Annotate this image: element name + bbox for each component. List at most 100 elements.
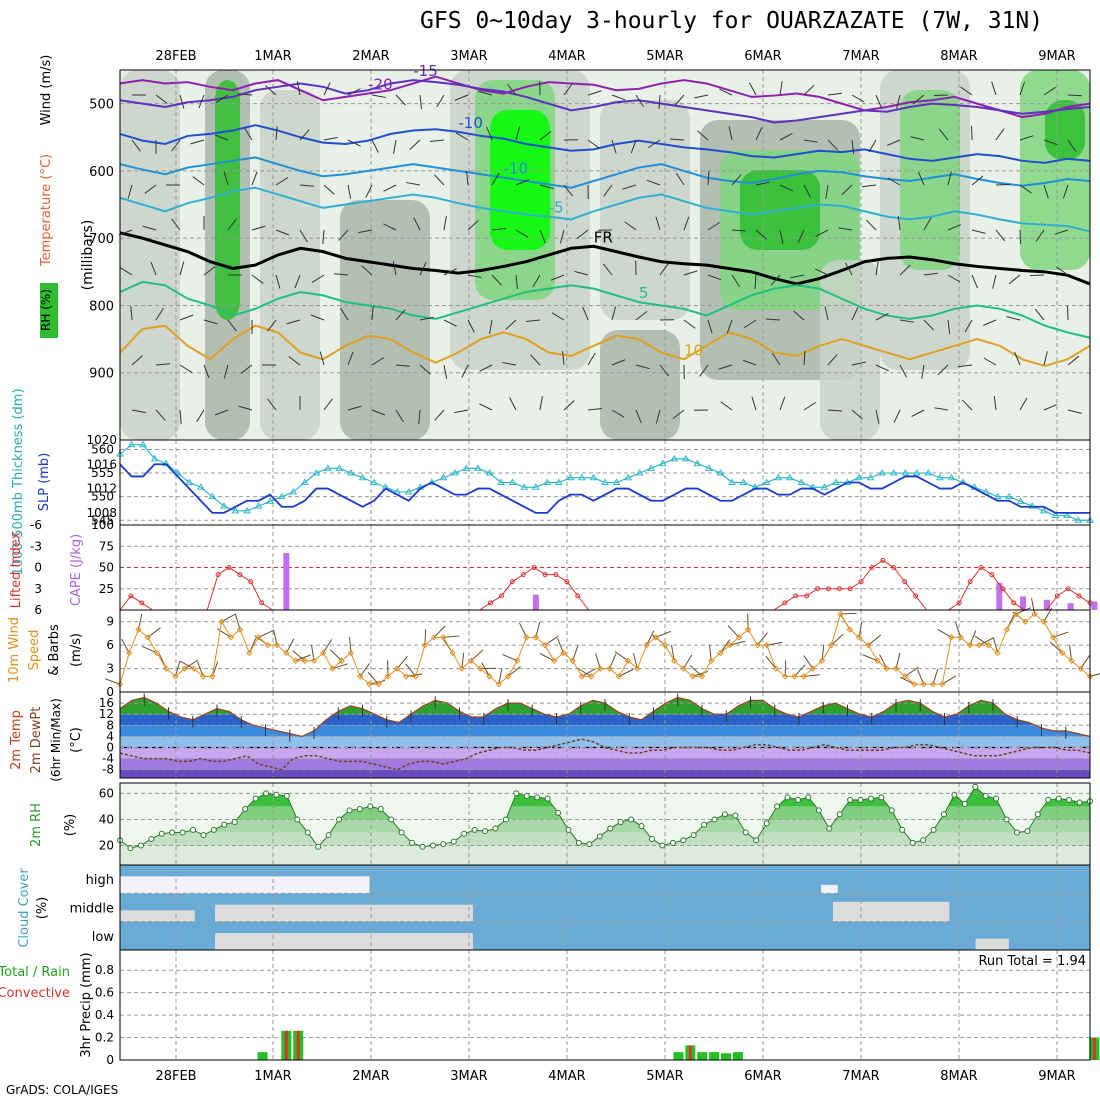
wind-barb [395,364,410,367]
wind-barb [275,126,278,141]
wind-speed-point [218,618,225,625]
rh-point [283,793,290,800]
wind-speed-point [597,665,604,672]
wind-barb [365,184,373,198]
wind-barb [947,319,951,334]
wind-barb [790,274,805,279]
wind-barb [179,94,185,109]
wind-barb [865,219,877,231]
surface-wind-barb [577,667,592,677]
lifted-index-point [531,565,537,570]
rh-point [1024,828,1031,835]
wind-speed-point [791,673,798,680]
wind-barb [395,309,406,321]
precip-grid [120,950,1090,1061]
rh-point [669,839,676,846]
wind-barb [694,94,709,99]
pressure-tick-label: 700 [89,232,114,247]
thickness-point [335,464,344,471]
temperature-contour-0 [119,75,1091,119]
wind-barb [971,229,986,234]
wind-barb [726,319,733,334]
rh-point [440,841,447,848]
surface-wind-barb [1015,607,1032,615]
wind-barb [1006,316,1021,321]
slp-tick-label: 1008 [86,506,117,520]
wind-speed-point [1086,673,1094,680]
rh-axis-label-1: 2m RH [29,803,44,847]
thickness-point [878,469,887,476]
rh-point [158,830,165,837]
rh-band [120,832,1090,846]
wind-barb [319,351,325,366]
thickness-point [866,473,875,481]
top-date-label: 3MAR [450,49,487,64]
temperature-band [120,747,1090,759]
thickness-point [474,464,482,471]
top-date-label: 1MAR [254,49,291,64]
wind-barb [947,171,952,186]
rh-point [982,793,989,800]
wind-barb [371,94,386,98]
thickness-point [277,492,286,500]
bottom-date-label: 2MAR [352,1069,389,1084]
pressure-tick-label: 900 [89,367,114,382]
surface-wind-barb [470,649,484,662]
thickness-point [1051,511,1060,519]
credit-text: GrADS: COLA/IGES [6,1083,119,1097]
rh-point [607,825,614,832]
wind-barb [815,229,829,238]
rh-point [513,790,520,797]
thickness-point [612,478,621,485]
wind-barb [635,409,642,424]
wind-barb [371,306,374,321]
wind-barb [515,126,521,141]
rh-point [1066,796,1073,803]
rh-point [857,796,864,803]
wind-tick-label: 9 [106,615,114,629]
wind-speed-point [985,641,992,649]
wind-tick-label: 0 [106,685,114,699]
wind-barb [983,357,997,366]
surface-wind-barb [502,654,518,662]
surface-wind-barb [917,669,925,685]
rh-point [502,816,509,823]
wind-speed-point [698,673,706,680]
wind-barb [275,274,281,289]
wind-speed-point [514,657,521,664]
wind-barb [251,274,264,284]
wind-barb [550,274,565,281]
wind-barb [502,362,517,366]
bottom-date-label: 6MAR [744,1069,781,1084]
thickness-point [543,478,552,485]
wind-speed-point [440,634,447,641]
lifted-index-point [913,593,919,599]
rh-point [888,807,895,814]
wind-speed-point [1012,610,1020,618]
thickness-point [220,502,228,509]
wind-speed-point [338,657,345,664]
thickness-point [347,469,355,476]
wind-barb [171,218,181,231]
top-date-label: 7MAR [842,49,879,64]
thickness-point [855,473,863,481]
wind-speed-point [227,634,235,641]
thickness-point [300,478,309,485]
surface-wind-barb [234,614,241,630]
wind-barb [179,364,193,373]
rh-point [993,795,1000,802]
rh-point [1034,811,1041,818]
wind-speed-point [384,673,392,680]
rh-grid [120,783,1090,865]
wind-barb [1062,184,1069,199]
surface-wind-barb [794,664,806,677]
wind-barb [347,351,354,366]
rh-point [920,837,927,844]
thickness-point [624,473,632,481]
thickness-point [554,478,563,485]
lifted-index-point [869,565,875,570]
wind-speed-point [412,673,419,680]
wind-barb [275,229,290,236]
wind-barb [288,356,301,366]
wind-barb [755,229,767,240]
